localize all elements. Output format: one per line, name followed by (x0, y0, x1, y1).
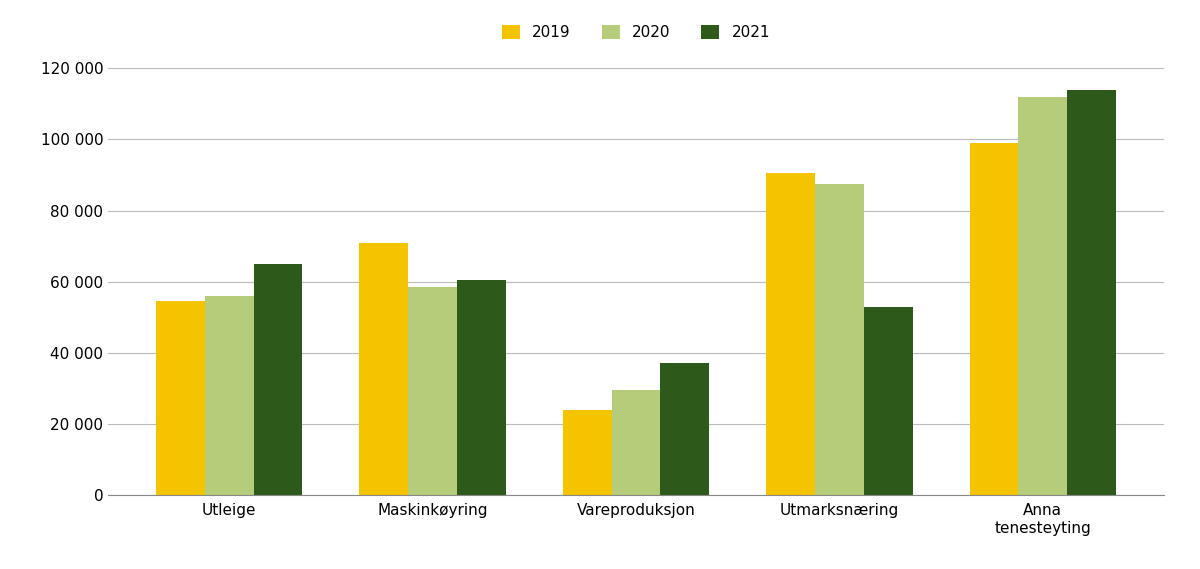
Bar (359, 242, 408, 495)
Bar (660, 364, 709, 495)
Bar (408, 287, 457, 495)
Bar (563, 410, 612, 495)
Bar (205, 296, 253, 495)
Bar (156, 301, 205, 495)
Bar (612, 390, 660, 495)
Bar (815, 184, 864, 495)
Bar (970, 143, 1019, 495)
Legend: 2019, 2020, 2021: 2019, 2020, 2021 (502, 24, 770, 40)
Bar (864, 307, 913, 495)
Bar (457, 280, 506, 495)
Bar (1019, 97, 1067, 495)
Bar (766, 173, 815, 495)
Bar (253, 264, 302, 495)
Bar (1067, 89, 1116, 495)
